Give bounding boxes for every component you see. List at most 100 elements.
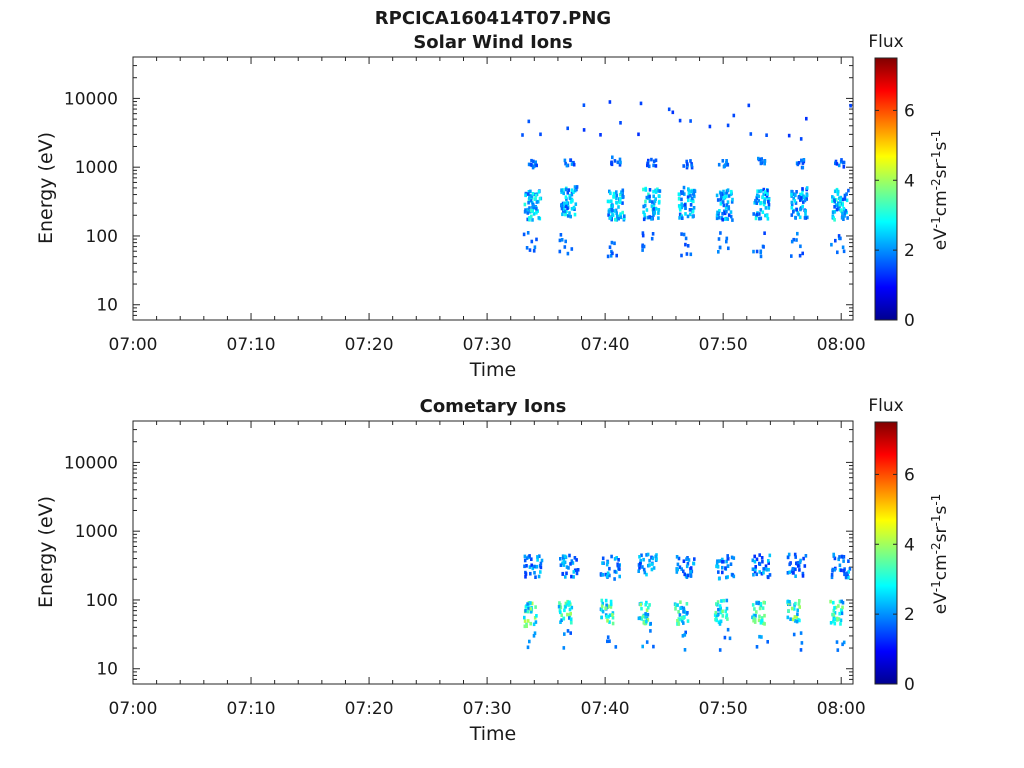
heatmap-cell [721,211,724,216]
heatmap-cell [621,195,624,200]
colorbar-tick-label: 0 [904,675,915,695]
heatmap-cell [804,209,807,213]
colorbar-title: Flux [868,32,903,52]
heatmap-cell [686,619,690,623]
heatmap-cell [562,559,565,563]
heatmap-cell [526,602,529,606]
heatmap-cell [684,630,687,635]
heatmap-cell [835,640,839,644]
heatmap-cell [795,615,799,619]
heatmap-cell [847,188,850,193]
heatmap-cell [832,552,835,557]
heatmap-cell [715,561,719,566]
heatmap-cell [725,606,729,611]
heatmap-cell [834,161,837,166]
heatmap-cell [831,567,835,572]
heatmap-cell [560,203,563,208]
heatmap-cell [530,158,533,163]
heatmap-cell [652,163,655,168]
heatmap-cell [722,192,725,196]
heatmap-cell [833,621,837,626]
heatmap-cell [725,613,729,617]
heatmap-cell [837,604,840,608]
heatmap-cell [557,604,561,609]
heatmap-cell [725,161,728,166]
heatmap-cell [799,631,803,635]
heatmap-cell [615,253,618,258]
heatmap-cell [654,206,657,211]
heatmap-cell [604,572,607,577]
heatmap-cell [529,621,532,626]
heatmap-cell [719,619,723,624]
heatmap-cell [562,646,566,650]
heatmap-cell [523,564,526,569]
heatmap-cell [525,622,528,627]
heatmap-cell [536,199,540,204]
heatmap-cell [715,618,718,623]
heatmap-cell [528,218,531,222]
heatmap-cell [641,248,644,252]
heatmap-cell [682,616,685,620]
heatmap-cell [787,552,791,557]
heatmap-cell [752,212,755,216]
heatmap-cell [679,600,682,604]
heatmap-cell [722,196,726,200]
heatmap-cell [797,161,801,165]
heatmap-cell [646,161,649,166]
heatmap-cell [839,568,843,573]
heatmap-cell [678,617,682,622]
heatmap-cell [529,194,532,198]
heatmap-cell [609,599,613,604]
heatmap-cell [758,562,762,566]
heatmap-cell [718,622,722,626]
heatmap-cell [802,195,806,200]
heatmap-cell [523,619,527,623]
heatmap-cell [843,197,847,201]
heatmap-cell [798,215,802,220]
heatmap-cell [652,566,656,570]
heatmap-cell [527,119,531,124]
heatmap-cell [560,613,563,617]
heatmap-cell [806,215,809,220]
heatmap-cell [839,622,842,626]
heatmap-cell [838,611,841,616]
heatmap-cell [732,574,736,579]
heatmap-cell [642,217,646,222]
heatmap-cell [755,249,759,254]
heatmap-cell [760,616,764,620]
heatmap-cell [526,211,530,215]
heatmap-cell [847,570,850,574]
heatmap-cell [640,617,643,621]
heatmap-cell [523,202,527,207]
heatmap-cell [575,185,579,189]
heatmap-cell [753,559,757,564]
heatmap-cell [645,195,649,200]
heatmap-cell [674,603,678,607]
heatmap-cell [565,163,569,168]
heatmap-cell [755,196,759,201]
heatmap-cell [683,648,687,652]
x-axis-label: Time [469,723,517,745]
heatmap-cell [756,193,759,197]
heatmap-cell [562,191,565,196]
heatmap-cell [793,619,797,623]
heatmap-cell [606,571,610,575]
colorbar: Flux eV-1cm-2sr-1s-1 0 2 4 6 [868,32,951,331]
heatmap-cell [840,608,844,612]
heatmap-cell [667,107,671,112]
heatmap-cell [536,209,539,213]
x-tick-label: 07:40 [581,699,630,719]
heatmap-cell [652,159,656,164]
heatmap-cell [721,200,725,204]
heatmap-cell [530,239,534,244]
heatmap-cell [559,610,562,615]
heatmap-cell [725,236,729,241]
heatmap-cell [683,192,686,196]
heatmap-cell [799,558,802,563]
heatmap-cell [792,237,795,242]
heatmap-cell [837,617,841,621]
heatmap-cell [529,198,533,203]
heatmap-cell [610,554,613,559]
heatmap-cell [607,604,610,608]
x-tick-label: 07:40 [581,335,630,355]
